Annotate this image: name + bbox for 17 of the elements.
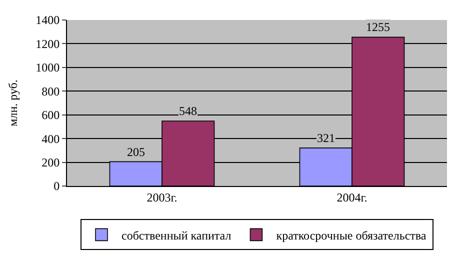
y-tick-label: 1200 (36, 36, 60, 51)
y-tick-label: 600 (42, 108, 60, 122)
data-label: 205 (127, 145, 145, 159)
y-tick-label: 1400 (36, 13, 60, 28)
y-tick-label: 1000 (36, 60, 60, 75)
data-label: 1255 (366, 20, 390, 34)
y-tick-label: 200 (42, 155, 60, 170)
legend-label: собственный капитал (122, 228, 232, 242)
y-tick-label: 800 (42, 84, 60, 98)
x-tick-label: 2003г. (146, 190, 178, 204)
y-tick-label: 0 (54, 179, 60, 194)
y-tick-label: 400 (42, 132, 60, 146)
legend-label: краткосрочные обязательства (276, 228, 427, 242)
data-label: 548 (179, 104, 197, 118)
data-label: 321 (317, 131, 335, 145)
y-axis-title: млн. руб. (6, 80, 20, 126)
x-tick-label: 2004г. (336, 190, 368, 204)
